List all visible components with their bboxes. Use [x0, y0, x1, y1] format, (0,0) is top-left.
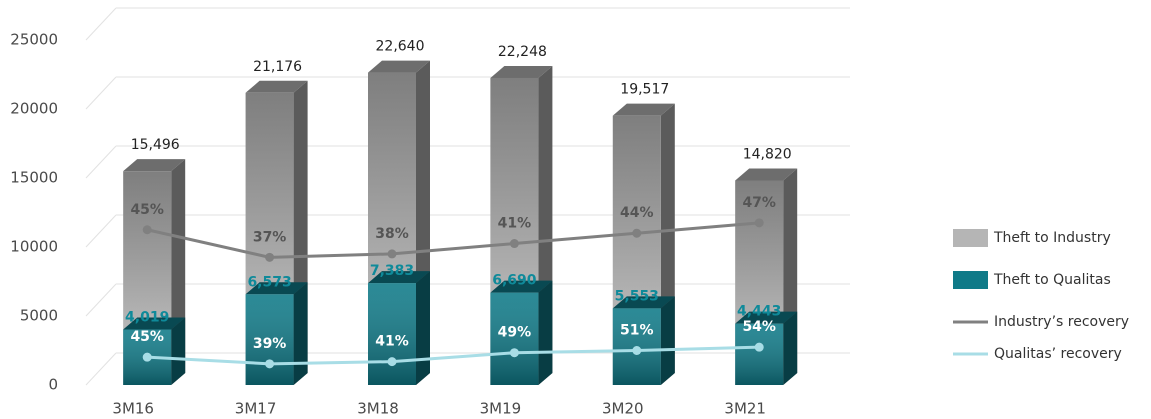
bar-shading — [245, 294, 294, 385]
qualitas-label: 6,573 — [247, 274, 291, 290]
line-point — [632, 346, 642, 355]
bar-top — [123, 317, 186, 330]
bar-side — [660, 296, 675, 385]
line-point — [265, 359, 275, 369]
percent-label: 49% — [498, 325, 532, 341]
bar-top — [245, 282, 308, 295]
grid-line — [85, 214, 117, 248]
bar-side — [293, 282, 308, 385]
bar-top — [245, 80, 308, 93]
line-point — [632, 228, 642, 238]
line-point — [142, 225, 152, 235]
line-point — [509, 348, 519, 358]
legend-label: Theft to Industry — [993, 230, 1111, 246]
grid-line — [85, 7, 117, 41]
legend-label: Theft to Qualitas — [993, 272, 1111, 288]
percent-label: 38% — [375, 226, 409, 242]
legend-label: Industry’s recovery — [994, 314, 1129, 330]
bar-shading — [490, 292, 539, 385]
y-tick-label: 20000 — [10, 100, 58, 118]
x-tick-label: 3M18 — [357, 400, 399, 418]
bar-shading — [735, 323, 784, 385]
percent-label: 54% — [742, 319, 776, 335]
bar-top — [612, 103, 675, 116]
x-tick-label: 3M21 — [724, 400, 766, 418]
percent-label: 41% — [498, 216, 532, 232]
bar-side — [538, 280, 553, 385]
legend-swatch — [953, 229, 988, 247]
percent-label: 44% — [620, 205, 654, 221]
line-point — [265, 252, 275, 262]
qualitas-label: 7,383 — [370, 263, 414, 279]
line-point — [387, 357, 397, 367]
total-label: 21,176 — [253, 59, 302, 75]
total-label: 22,248 — [498, 44, 547, 60]
x-tick-label: 3M19 — [480, 400, 522, 418]
y-tick-label: 10000 — [10, 238, 58, 256]
grid-line — [85, 76, 117, 110]
grid-line — [85, 145, 117, 179]
bar-top — [368, 271, 430, 284]
y-tick-label: 15000 — [10, 169, 58, 187]
line-point — [509, 239, 519, 249]
bar-side — [171, 317, 186, 385]
y-tick-label: 25000 — [10, 31, 58, 49]
bar-top — [612, 296, 675, 309]
percent-label: 39% — [253, 336, 287, 352]
line-3 — [147, 345, 760, 366]
bar-side — [416, 271, 430, 385]
qualitas-label: 5,553 — [615, 288, 659, 304]
bar-top — [490, 65, 553, 78]
legend-label: Qualitas’ recovery — [994, 346, 1122, 362]
grid-line — [85, 352, 117, 386]
legend-swatch — [953, 271, 988, 289]
percent-label: 45% — [130, 202, 164, 218]
total-label: 14,820 — [743, 146, 792, 162]
percent-label: 41% — [375, 334, 409, 350]
percent-label: 51% — [620, 323, 654, 339]
qualitas-label: 6,690 — [492, 273, 537, 289]
percent-label: 45% — [130, 329, 164, 345]
bar-top — [490, 280, 553, 293]
bar-top — [735, 311, 798, 324]
qualitas-label: 4,019 — [125, 310, 169, 326]
y-tick-label: 5000 — [20, 307, 58, 325]
line-point — [754, 218, 764, 228]
line-point — [754, 342, 764, 352]
percent-label: 37% — [253, 229, 287, 245]
bar-top — [368, 60, 430, 73]
qualitas-label: 4,443 — [737, 304, 781, 320]
line-point — [387, 249, 397, 259]
x-tick-label: 3M20 — [602, 400, 644, 418]
total-label: 22,640 — [376, 39, 425, 55]
bar-side — [783, 311, 798, 385]
bar-top — [735, 168, 798, 181]
x-tick-label: 3M16 — [112, 400, 154, 418]
y-tick-label: 0 — [48, 376, 58, 394]
total-label: 15,496 — [131, 137, 180, 153]
total-label: 19,517 — [620, 82, 669, 98]
percent-label: 47% — [742, 195, 776, 211]
line-2 — [146, 221, 760, 259]
grid-line — [85, 283, 117, 317]
bar-top — [123, 159, 186, 172]
x-tick-label: 3M17 — [235, 400, 277, 418]
line-point — [142, 352, 152, 362]
bar-shading — [368, 283, 416, 385]
